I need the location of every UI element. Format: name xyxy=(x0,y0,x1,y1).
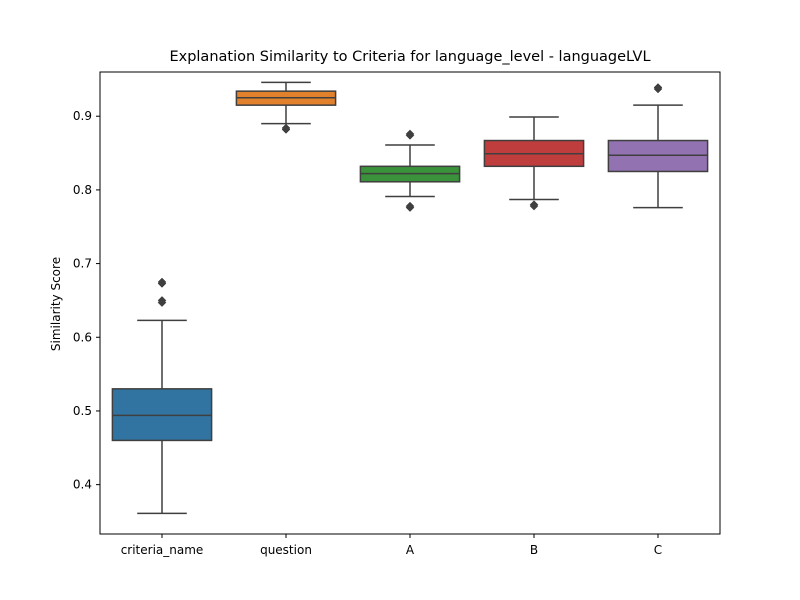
y-tick-label: 0.8 xyxy=(73,183,92,197)
y-tick-label: 0.9 xyxy=(73,109,92,123)
y-axis-label: Similarity Score xyxy=(49,256,63,352)
y-axis-ticks: 0.4 0.5 0.6 0.7 0.8 0.9 xyxy=(73,109,100,492)
y-tick-label: 0.7 xyxy=(73,257,92,271)
outlier-point xyxy=(653,83,663,92)
box-group-1 xyxy=(235,81,337,134)
boxes-layer xyxy=(111,81,709,515)
x-axis-ticks: criteria_name question A B C xyxy=(121,534,662,557)
x-tick-label: question xyxy=(260,543,312,557)
outlier-point xyxy=(281,123,291,133)
box-group-0 xyxy=(111,277,213,515)
outlier-point xyxy=(405,201,415,211)
chart-title: Explanation Similarity to Criteria for l… xyxy=(169,49,651,65)
y-tick-label: 0.6 xyxy=(73,330,92,344)
box-group-2 xyxy=(359,129,461,212)
plot-frame xyxy=(99,71,721,535)
x-tick-label: A xyxy=(406,543,415,557)
box-group-4 xyxy=(607,83,709,209)
x-tick-label: B xyxy=(530,543,538,557)
outlier-point xyxy=(529,200,539,209)
y-tick-label: 0.5 xyxy=(73,404,92,418)
x-tick-label: C xyxy=(654,543,662,557)
outlier-point xyxy=(157,296,167,305)
y-tick-label: 0.4 xyxy=(73,478,92,492)
outlier-point xyxy=(157,277,167,287)
outlier-point xyxy=(405,129,415,139)
box-group-3 xyxy=(483,116,585,211)
x-tick-label: criteria_name xyxy=(121,543,204,557)
